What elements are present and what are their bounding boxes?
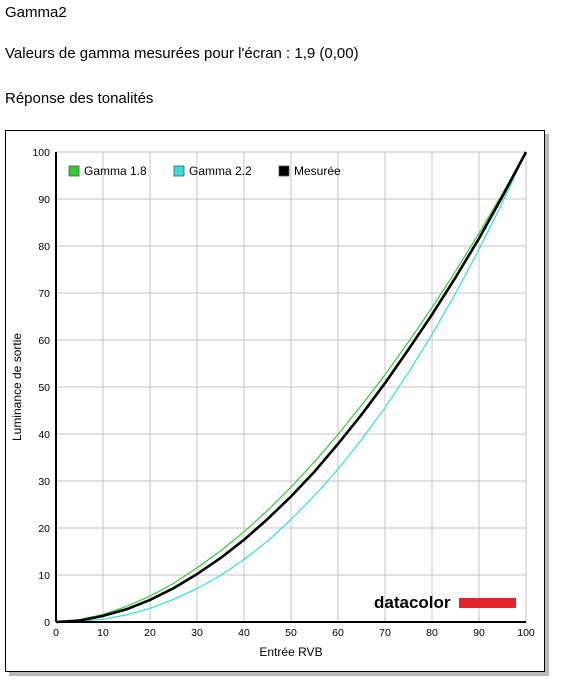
- x-tick-label: 80: [426, 627, 438, 639]
- grid: [55, 151, 527, 623]
- page-title: Gamma2: [5, 4, 67, 21]
- y-tick-label: 20: [38, 523, 50, 535]
- x-tick-label: 30: [191, 627, 203, 639]
- legend-swatch: [68, 165, 80, 177]
- x-tick-label: 60: [332, 627, 344, 639]
- series-line-gamma-1-8: [55, 151, 527, 623]
- x-tick-label: 40: [238, 627, 250, 639]
- logo-bar: [459, 598, 516, 608]
- chart-frame: 0 10 20 30 40 50 60 70 80 90 100 0 10 20 30 40 50 60 70 80 9…: [5, 130, 545, 672]
- series-line-mesur-e: [55, 151, 528, 624]
- y-tick-label: 60: [38, 335, 50, 347]
- legend-label: Gamma 1.8: [84, 164, 147, 178]
- x-tick-label: 0: [53, 627, 59, 639]
- datacolor-logo: datacolor: [374, 593, 516, 612]
- logo-text: datacolor: [374, 593, 451, 612]
- y-tick-label: 30: [38, 476, 50, 488]
- legend-swatch: [173, 165, 185, 177]
- y-tick-label: 100: [32, 147, 50, 159]
- y-tick-label: 10: [38, 570, 50, 582]
- legend: Gamma 1.8 Gamma 2.2 Mesurée: [68, 164, 341, 178]
- x-tick-label: 90: [473, 627, 485, 639]
- y-tick-label: 40: [38, 429, 50, 441]
- legend-swatch: [278, 165, 290, 177]
- x-axis-label: Entrée RVB: [259, 645, 322, 659]
- y-tick-label: 80: [38, 241, 50, 253]
- tick-labels: 0 10 20 30 40 50 60 70 80 90 100 0 10 20 30 40 50 60 70 80 9…: [32, 147, 534, 639]
- legend-label: Mesurée: [294, 164, 341, 178]
- series-lines: [55, 151, 528, 624]
- x-tick-label: 20: [144, 627, 156, 639]
- x-tick-label: 10: [97, 627, 109, 639]
- y-tick-label: 0: [44, 617, 50, 629]
- gamma-measured-text: Valeurs de gamma mesurées pour l'écran :…: [5, 45, 359, 62]
- series-line-gamma-2-2: [55, 151, 527, 623]
- legend-label: Gamma 2.2: [189, 164, 252, 178]
- y-tick-label: 90: [38, 194, 50, 206]
- x-tick-label: 70: [379, 627, 391, 639]
- y-axis-label: Luminance de sortie: [10, 333, 24, 441]
- tone-response-chart: 0 10 20 30 40 50 60 70 80 90 100 0 10 20 30 40 50 60 70 80 9…: [10, 147, 535, 659]
- y-tick-label: 70: [38, 288, 50, 300]
- x-tick-label: 50: [285, 627, 297, 639]
- axes: [55, 152, 526, 623]
- y-tick-label: 50: [38, 382, 50, 394]
- x-tick-label: 100: [517, 627, 535, 639]
- section-title: Réponse des tonalités: [5, 90, 154, 107]
